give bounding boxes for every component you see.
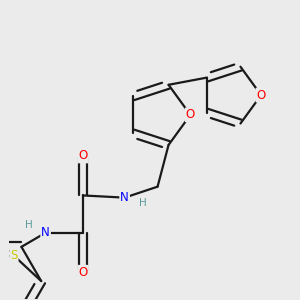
Text: O: O	[256, 88, 266, 102]
Text: O: O	[186, 108, 195, 122]
Text: O: O	[78, 149, 88, 162]
Text: H: H	[139, 198, 147, 208]
Text: H: H	[25, 220, 33, 230]
Text: S: S	[10, 249, 17, 262]
Text: O: O	[78, 266, 88, 279]
Text: N: N	[120, 191, 129, 204]
Text: N: N	[41, 226, 50, 239]
